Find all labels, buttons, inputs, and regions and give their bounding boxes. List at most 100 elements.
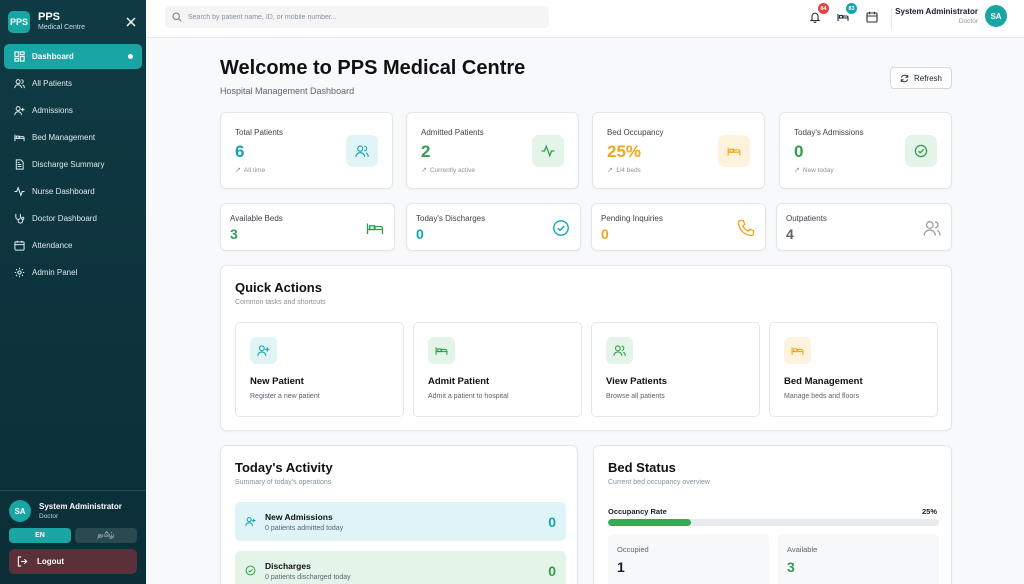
avatar: SA: [985, 5, 1007, 27]
mini-label: Pending Inquiries: [601, 214, 663, 223]
logout-button[interactable]: Logout: [9, 549, 137, 574]
sidebar-item-dashboard[interactable]: Dashboard: [4, 44, 142, 69]
sidebar-item-discharge-summary[interactable]: Discharge Summary: [4, 152, 142, 177]
stat-value: 6: [235, 142, 245, 161]
bed-icon: [365, 218, 385, 238]
available-beds-box: Available 3: [778, 534, 939, 584]
available-label: Available: [787, 545, 818, 554]
close-sidebar-button[interactable]: [124, 15, 138, 30]
user-role: Doctor: [958, 18, 978, 25]
activity-row-discharges: Discharges 0 patients discharged today 0: [235, 551, 566, 584]
users-icon: [13, 78, 25, 90]
occupancy-label: Occupancy Rate: [608, 507, 667, 516]
document-icon: [13, 159, 25, 171]
quick-action-bed-management[interactable]: Bed Management Manage beds and floors: [769, 322, 938, 417]
brand: PPS PPS Medical Centre: [0, 4, 146, 40]
sidebar-item-label: Doctor Dashboard: [32, 214, 97, 223]
refresh-button[interactable]: Refresh: [890, 67, 952, 89]
stat-card-todays-admissions: Today's Admissions 0 ↗ New today: [779, 112, 952, 189]
bed-icon: [784, 337, 811, 364]
sidebar-item-all-patients[interactable]: All Patients: [4, 71, 142, 96]
check-circle-icon: [245, 565, 257, 576]
users-icon: [922, 218, 942, 238]
refresh-label: Refresh: [913, 73, 942, 83]
sidebar-item-nurse-dashboard[interactable]: Nurse Dashboard: [4, 179, 142, 204]
sidebar-item-label: All Patients: [32, 79, 73, 88]
mini-card-outpatients: Outpatients 4: [776, 203, 952, 251]
topbar: 84 83 System Administrator Doctor SA: [146, 0, 1024, 38]
quick-action-title: Bed Management: [784, 376, 863, 387]
users-icon: [346, 135, 378, 167]
section-subtitle: Common tasks and shortcuts: [235, 299, 326, 306]
search-input[interactable]: [188, 13, 528, 21]
lang-en-button[interactable]: EN: [9, 528, 71, 543]
quick-action-title: Admit Patient: [428, 376, 490, 387]
activity-title: New Admissions: [265, 511, 333, 522]
search-icon: [172, 12, 182, 22]
check-circle-icon: [551, 218, 571, 238]
activity-desc: 0 patients admitted today: [265, 524, 344, 532]
trend-up-icon: ↗: [421, 167, 427, 174]
brand-subtitle: Medical Centre: [38, 24, 86, 31]
section-subtitle: Summary of today's operations: [235, 479, 332, 486]
quick-action-desc: Admit a patient to hospital: [428, 393, 509, 400]
stat-label: Bed Occupancy: [607, 128, 664, 137]
bed-status-section: Bed Status Current bed occupancy overvie…: [593, 445, 952, 584]
notifications-button[interactable]: 84: [808, 3, 829, 24]
occupied-beds-box: Occupied 1: [608, 534, 769, 584]
quick-action-view-patients[interactable]: View Patients Browse all patients: [591, 322, 760, 417]
calendar-icon: [866, 11, 878, 23]
quick-action-admit-patient[interactable]: Admit Patient Admit a patient to hospita…: [413, 322, 582, 417]
available-value: 3: [787, 559, 795, 575]
mini-label: Outpatients: [786, 214, 827, 223]
sidebar-item-label: Bed Management: [32, 133, 96, 142]
active-indicator-dot: [128, 54, 133, 59]
user-menu[interactable]: System Administrator Doctor SA: [895, 5, 1007, 27]
section-title: Bed Status: [608, 460, 676, 475]
mini-value: 0: [416, 226, 424, 242]
phone-icon: [736, 218, 756, 238]
sidebar-item-admin-panel[interactable]: Admin Panel: [4, 260, 142, 285]
language-switcher: EN தமிழ்: [0, 522, 146, 543]
quick-action-new-patient[interactable]: New Patient Register a new patient: [235, 322, 404, 417]
user-name: System Administrator: [895, 7, 978, 16]
occupied-label: Occupied: [617, 545, 649, 554]
occupied-value: 1: [617, 559, 625, 575]
sidebar-item-bed-management[interactable]: Bed Management: [4, 125, 142, 150]
calendar-button[interactable]: [865, 10, 879, 24]
section-title: Today's Activity: [235, 460, 333, 475]
refresh-icon: [900, 74, 909, 83]
user-plus-icon: [245, 516, 257, 527]
beds-badge: 83: [846, 3, 857, 14]
sidebar-item-label: Attendance: [32, 241, 73, 250]
close-icon: [126, 17, 136, 26]
sidebar-item-label: Dashboard: [32, 52, 74, 61]
mini-value: 3: [230, 226, 238, 242]
stat-card-admitted-patients: Admitted Patients 2 ↗ Currently active: [406, 112, 579, 189]
brand-name: PPS: [38, 11, 61, 23]
trend-up-icon: ↗: [235, 167, 241, 174]
activity-value: 0: [548, 513, 556, 530]
quick-action-desc: Manage beds and floors: [784, 393, 860, 400]
stat-footnote-text: All time: [243, 166, 266, 174]
sidebar-item-attendance[interactable]: Attendance: [4, 233, 142, 258]
user-plus-icon: [13, 105, 25, 117]
section-subtitle: Current bed occupancy overview: [608, 479, 710, 486]
bell-icon: [809, 12, 821, 23]
sidebar-item-doctor-dashboard[interactable]: Doctor Dashboard: [4, 206, 142, 231]
occupancy-value: 25%: [921, 507, 937, 516]
quick-action-desc: Browse all patients: [606, 393, 665, 400]
stat-value: 25%: [607, 142, 642, 161]
brand-logo: PPS: [8, 11, 30, 33]
sidebar-item-admissions[interactable]: Admissions: [4, 98, 142, 123]
stat-card-total-patients: Total Patients 6 ↗ All time: [220, 112, 393, 189]
stat-footnote-text: New today: [802, 166, 834, 174]
logout-label: Logout: [37, 557, 65, 566]
quick-action-title: View Patients: [606, 376, 668, 387]
mini-label: Today's Discharges: [416, 214, 486, 223]
mini-value: 0: [601, 226, 609, 242]
sidebar-item-label: Nurse Dashboard: [32, 187, 95, 196]
beds-button[interactable]: 83: [836, 3, 857, 24]
lang-ta-button[interactable]: தமிழ்: [75, 528, 137, 543]
sidebar-nav: Dashboard All Patients Admissions Bed Ma…: [0, 44, 146, 285]
